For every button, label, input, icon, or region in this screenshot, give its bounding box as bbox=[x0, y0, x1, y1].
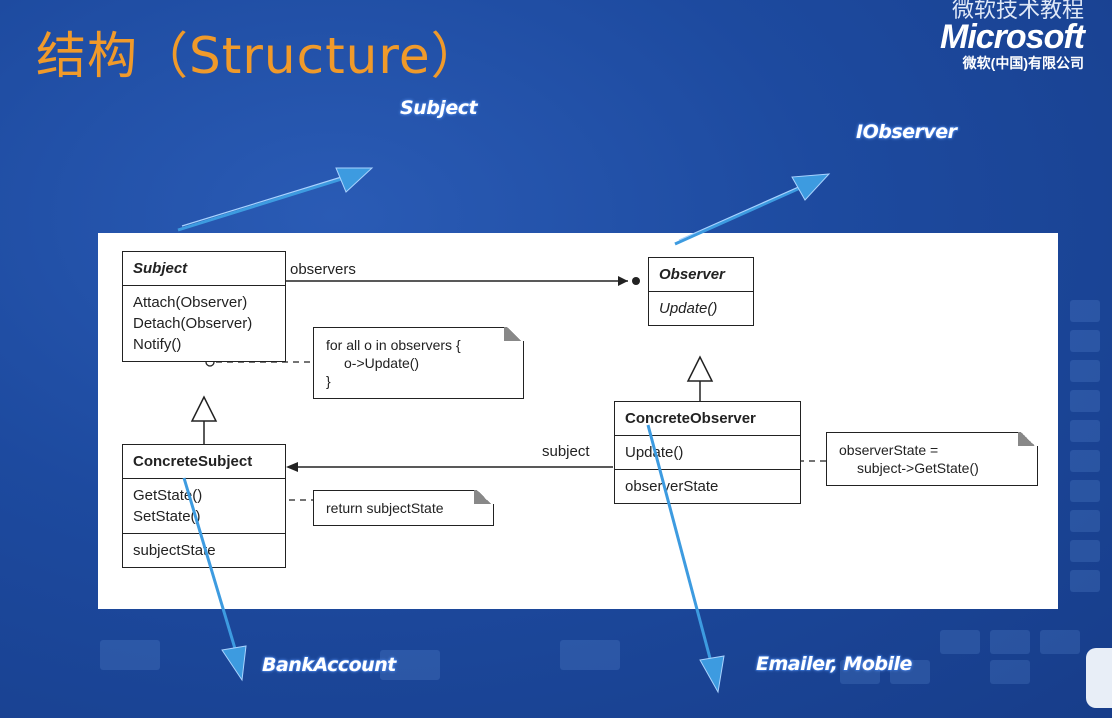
background-tile bbox=[1070, 510, 1100, 532]
observer-class-name: Observer bbox=[649, 258, 753, 292]
bankaccount-annotation-arrow bbox=[182, 477, 238, 653]
note-folded-corner bbox=[1018, 432, 1038, 446]
subject-annotation: Subject bbox=[399, 96, 478, 120]
background-tile bbox=[380, 650, 440, 680]
background-tile bbox=[1070, 480, 1100, 502]
background-tile bbox=[100, 640, 160, 670]
iobserver-annotation-arrow bbox=[674, 186, 801, 246]
background-tile bbox=[1070, 360, 1100, 382]
iobserver-annotation: IObserver bbox=[855, 120, 958, 144]
background-tile bbox=[990, 660, 1030, 684]
note-folded-corner bbox=[504, 327, 524, 341]
observer-inheritance-triangle bbox=[686, 355, 714, 382]
subject-annotation-arrow-highlight bbox=[181, 174, 349, 227]
getstate-note: return subjectState bbox=[313, 490, 494, 526]
update-note-line: observerState = bbox=[839, 442, 939, 458]
getstate-note-line: return subjectState bbox=[326, 500, 444, 516]
concrete-subject-method: GetState() bbox=[133, 487, 203, 504]
subject-annotation-arrowhead bbox=[335, 167, 374, 193]
observer-methods: Update() bbox=[649, 292, 753, 325]
background-tile bbox=[890, 660, 930, 684]
concrete-subject-fields: subjectState bbox=[123, 534, 285, 567]
subject-method: Detach(Observer) bbox=[133, 315, 253, 332]
concrete-observer-class-name: ConcreteObserver bbox=[615, 402, 800, 436]
update-note: observerState = subject->GetState() bbox=[826, 432, 1038, 486]
uml-diagram-panel: Subject Attach(Observer) Detach(Observer… bbox=[98, 233, 1058, 609]
background-tile bbox=[1070, 390, 1100, 412]
subject-methods: Attach(Observer) Detach(Observer) Notify… bbox=[123, 286, 285, 361]
logo-bottom-text: 微软(中国)有限公司 bbox=[962, 55, 1084, 71]
observers-arrowhead bbox=[618, 276, 628, 286]
concrete-observer-class-box: ConcreteObserver Update() observerState bbox=[614, 401, 801, 504]
subject-arrowhead bbox=[286, 462, 298, 472]
subject-class-name: Subject bbox=[123, 252, 285, 286]
background-tile bbox=[1070, 570, 1100, 592]
observers-multiplicity-dot bbox=[632, 277, 640, 285]
bankaccount-annotation: BankAccount bbox=[261, 653, 397, 677]
concrete-subject-method: SetState() bbox=[133, 508, 201, 525]
logo-brand: Microsoft bbox=[940, 18, 1085, 56]
background-tile bbox=[1070, 420, 1100, 442]
slide-title: 结构（Structure） bbox=[36, 27, 482, 85]
iobserver-annotation-arrow-highlight bbox=[678, 184, 804, 241]
background-tile bbox=[1070, 330, 1100, 352]
background-tile bbox=[1070, 300, 1100, 322]
iobserver-annotation-arrowhead bbox=[791, 173, 831, 201]
subject-method: Notify() bbox=[133, 336, 182, 353]
observer-method: Update() bbox=[659, 300, 718, 317]
subject-label: subject bbox=[542, 443, 590, 460]
emailer-mobile-annotation: Emailer, Mobile bbox=[755, 652, 913, 676]
concrete-observer-fields: observerState bbox=[615, 470, 800, 503]
background-tile bbox=[840, 660, 880, 684]
observers-label: observers bbox=[290, 261, 356, 278]
background-tile bbox=[1070, 450, 1100, 472]
observer-class-box: Observer Update() bbox=[648, 257, 754, 326]
background-tile bbox=[940, 630, 980, 654]
notify-note-line: for all o in observers { bbox=[326, 337, 461, 353]
note-folded-corner bbox=[474, 490, 494, 504]
concrete-subject-class-name: ConcreteSubject bbox=[123, 445, 285, 479]
background-tile bbox=[1070, 540, 1100, 562]
subject-method: Attach(Observer) bbox=[133, 294, 248, 311]
concrete-subject-field: subjectState bbox=[133, 542, 216, 559]
background-tile bbox=[1040, 630, 1080, 654]
subject-inheritance-triangle bbox=[190, 395, 218, 422]
microsoft-logo: 微软技术教程 Microsoft 微软(中国)有限公司 bbox=[940, 0, 1085, 73]
notify-note-line: } bbox=[326, 373, 331, 389]
notify-note-line: o->Update() bbox=[344, 355, 420, 371]
background-tile bbox=[990, 630, 1030, 654]
subject-class-box: Subject Attach(Observer) Detach(Observer… bbox=[122, 251, 286, 362]
side-widget[interactable] bbox=[1086, 648, 1112, 708]
update-note-line: subject->GetState() bbox=[857, 460, 979, 476]
notify-note: for all o in observers { o->Update() } bbox=[313, 327, 524, 399]
logo-top-text: 微软技术教程 bbox=[951, 0, 1084, 23]
bankaccount-annotation-arrowhead bbox=[221, 645, 247, 682]
concrete-subject-methods: GetState() SetState() bbox=[123, 479, 285, 534]
background-tile bbox=[560, 640, 620, 670]
subject-annotation-arrow bbox=[177, 176, 346, 232]
emailer-annotation-arrow bbox=[646, 424, 713, 663]
emailer-annotation-arrowhead bbox=[699, 655, 725, 694]
concrete-observer-field: observerState bbox=[625, 478, 719, 495]
